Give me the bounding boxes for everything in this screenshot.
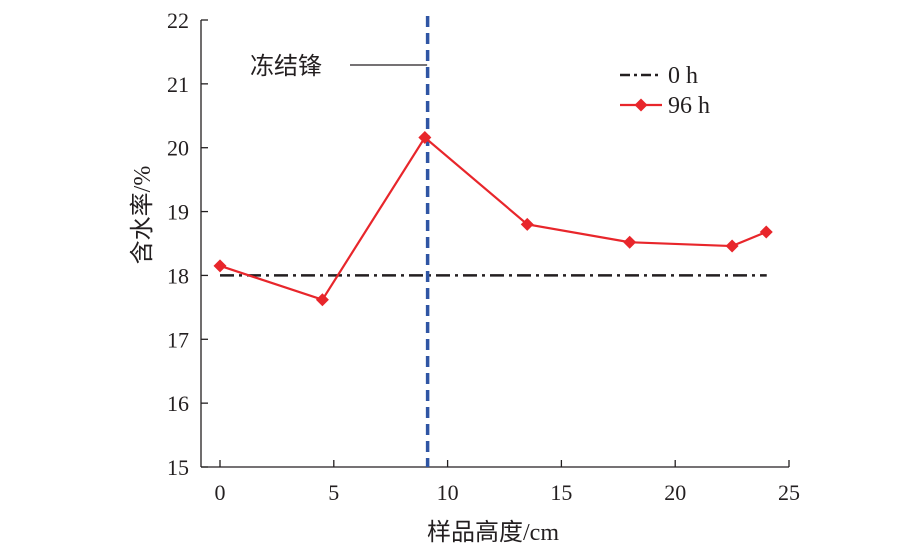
y-tick-label: 21 [167, 72, 189, 97]
series-96h-point [213, 259, 227, 273]
legend-96h-label: 96 h [668, 93, 710, 119]
y-tick-label: 17 [167, 327, 189, 352]
x-tick-label: 20 [664, 480, 686, 505]
y-tick-label: 15 [167, 455, 189, 480]
y-tick-label: 16 [167, 391, 189, 416]
series-96h-point [520, 217, 534, 231]
series-96h-point [759, 225, 773, 239]
x-tick-label: 0 [215, 480, 226, 505]
series-96h-point [418, 130, 432, 144]
y-tick-label: 18 [167, 263, 189, 288]
x-tick-label: 25 [778, 480, 800, 505]
legend-0h-label: 0 h [668, 63, 698, 89]
y-tick-label: 19 [167, 200, 189, 225]
x-tick-label: 5 [328, 480, 339, 505]
legend-96h-marker [634, 98, 648, 112]
series-96h-point [623, 235, 637, 249]
legend: 0 h 96 h [620, 63, 710, 119]
frost-front-label: 冻结锋 [250, 53, 322, 80]
y-tick-label: 20 [167, 136, 189, 161]
series-96h-point [725, 239, 739, 253]
x-tick-label: 10 [437, 480, 459, 505]
x-axis-label: 样品高度/cm [427, 519, 559, 546]
series-layer: 冻结锋 [213, 16, 773, 467]
y-tick-label: 22 [167, 8, 189, 33]
x-tick-label: 15 [550, 480, 572, 505]
axes: 15 16 17 18 19 20 21 22 0 5 10 15 20 25 [167, 8, 800, 505]
y-axis-label: 含水率/% [129, 166, 156, 265]
series-96h-point [315, 293, 329, 307]
